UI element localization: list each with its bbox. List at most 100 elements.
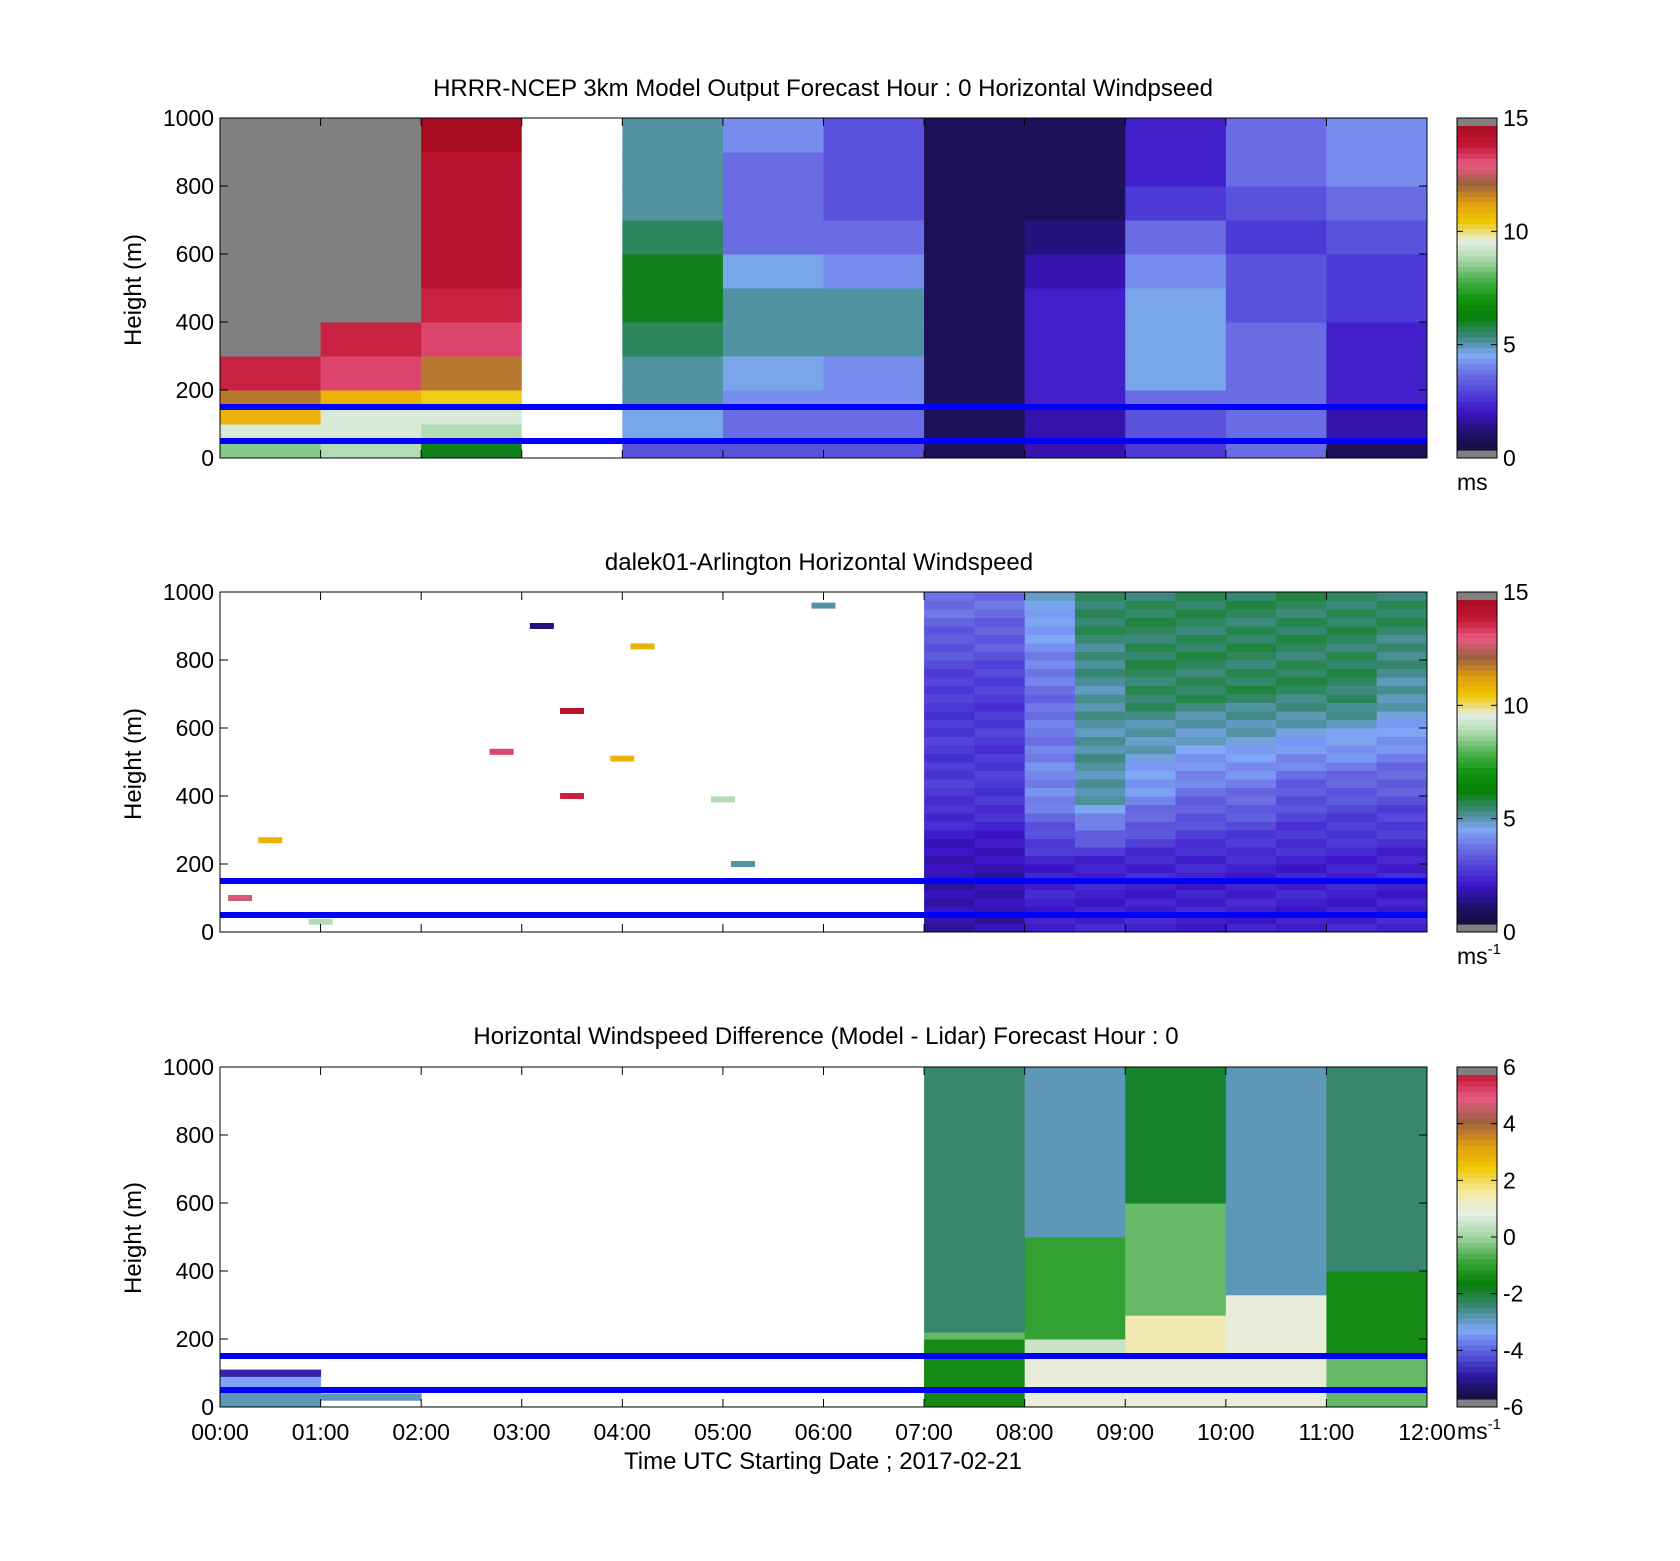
lidar-cell xyxy=(974,626,1026,635)
colorbar-swatch xyxy=(1457,1183,1497,1189)
colorbar-swatch xyxy=(1457,848,1497,855)
lidar-cell xyxy=(1024,770,1076,780)
lidar-cell xyxy=(1125,668,1177,678)
lidar-cell xyxy=(924,804,975,814)
lidar-cell xyxy=(1276,592,1327,601)
colorbar-frame xyxy=(1456,117,1498,459)
colorbar-swatch xyxy=(1457,805,1497,812)
colorbar-swatch xyxy=(1457,293,1497,300)
colorbar-swatch xyxy=(1457,444,1497,451)
lidar-cell xyxy=(1376,694,1428,703)
lidar-cell xyxy=(1326,685,1378,695)
colorbar-swatch xyxy=(1457,627,1497,633)
lidar-cell xyxy=(974,864,1026,873)
difference-cell xyxy=(1024,1067,1126,1238)
heatmap-cell xyxy=(220,288,322,323)
lidar-cell xyxy=(974,804,1026,814)
lidar-cell xyxy=(1276,864,1327,873)
colorbar-swatch xyxy=(1457,659,1497,666)
lidar-cell xyxy=(924,736,975,746)
heatmap-area xyxy=(220,118,1428,459)
lidar-cell xyxy=(974,787,1026,797)
lidar-cell xyxy=(1276,838,1327,848)
colorbar-swatch xyxy=(1457,1107,1497,1114)
lidar-cell xyxy=(1125,600,1177,610)
lidar-cell xyxy=(1376,847,1428,856)
lidar-return xyxy=(529,623,554,629)
lidar-cell xyxy=(974,736,1026,746)
colorbar-swatch xyxy=(1457,244,1497,251)
colorbar-swatch xyxy=(1457,1177,1497,1184)
colorbar-swatch xyxy=(1457,891,1497,898)
heatmap-cell xyxy=(320,407,422,425)
lidar-cell xyxy=(924,745,975,754)
heatmap-cell xyxy=(722,220,824,255)
lidar-cell xyxy=(1024,855,1076,865)
colorbar-swatch xyxy=(1457,1301,1497,1308)
heatmap-cell xyxy=(1225,118,1327,153)
difference-cell xyxy=(1225,1067,1327,1296)
lidar-cell xyxy=(1125,898,1177,907)
colorbar-swatch xyxy=(1457,147,1497,154)
heatmap-cell xyxy=(722,118,824,153)
lidar-cell xyxy=(1326,847,1378,856)
heatmap-cell xyxy=(823,288,925,323)
lidar-cell xyxy=(1326,915,1378,924)
lidar-cell xyxy=(1225,626,1277,635)
lidar-cell xyxy=(1125,694,1177,703)
lidar-cell xyxy=(1376,736,1428,746)
lidar-cell xyxy=(1074,881,1126,890)
lidar-cell xyxy=(1225,847,1277,856)
lidar-cell xyxy=(1074,736,1126,746)
lidar-cell xyxy=(1024,651,1076,661)
colorbar-tick-label: -4 xyxy=(1503,1337,1524,1363)
heatmap-cell xyxy=(1125,390,1227,408)
lidar-return xyxy=(610,755,635,762)
colorbar-swatch xyxy=(1457,1161,1497,1168)
lidar-cell xyxy=(1276,626,1327,635)
colorbar-swatch xyxy=(1457,1091,1497,1098)
lidar-cell xyxy=(1225,711,1277,720)
heatmap-cell xyxy=(521,288,623,323)
lidar-cell xyxy=(1326,796,1378,805)
colorbar-swatch xyxy=(1457,745,1497,752)
lidar-cell xyxy=(1024,609,1076,618)
lidar-cell xyxy=(1074,668,1126,678)
colorbar-overflow-bottom xyxy=(1457,924,1497,932)
lidar-cell xyxy=(1225,702,1277,712)
colorbar-swatch xyxy=(1457,724,1497,731)
lidar-return xyxy=(258,837,283,844)
heatmap-cell xyxy=(421,118,523,153)
difference-cell xyxy=(220,1376,322,1388)
lidar-cell xyxy=(1276,804,1327,814)
colorbar-swatch xyxy=(1457,902,1497,909)
heatmap-cell xyxy=(924,152,1026,187)
lidar-cell xyxy=(924,796,975,805)
heatmap-cell xyxy=(622,390,724,408)
colorbar-swatch xyxy=(1457,1318,1497,1324)
heatmap-cell xyxy=(1024,152,1126,187)
lidar-cell xyxy=(1024,668,1076,678)
heatmap-cell xyxy=(622,356,724,391)
colorbar-swatch xyxy=(1457,664,1497,671)
colorbar-swatch xyxy=(1457,1264,1497,1270)
lidar-cell xyxy=(1326,702,1378,712)
lidar-cell xyxy=(1276,694,1327,703)
lidar-cell xyxy=(1376,660,1428,669)
heatmap-cell xyxy=(220,356,322,391)
heatmap-cell xyxy=(1326,288,1428,323)
colorbar-tick-label: 10 xyxy=(1503,218,1529,244)
lidar-cell xyxy=(1125,796,1177,805)
colorbar-swatch xyxy=(1457,675,1497,682)
lidar-cell xyxy=(974,660,1026,669)
heatmap-cell xyxy=(924,220,1026,255)
heatmap-cell xyxy=(521,254,623,289)
colorbar-swatch xyxy=(1457,778,1497,785)
lidar-cell xyxy=(1276,609,1327,618)
heatmap-cell xyxy=(1225,220,1327,255)
heatmap-cell xyxy=(320,288,422,323)
colorbar-frame xyxy=(1456,591,1498,933)
lidar-cell xyxy=(1175,830,1227,839)
difference-cell xyxy=(220,1396,322,1408)
lidar-cell xyxy=(1225,600,1277,610)
